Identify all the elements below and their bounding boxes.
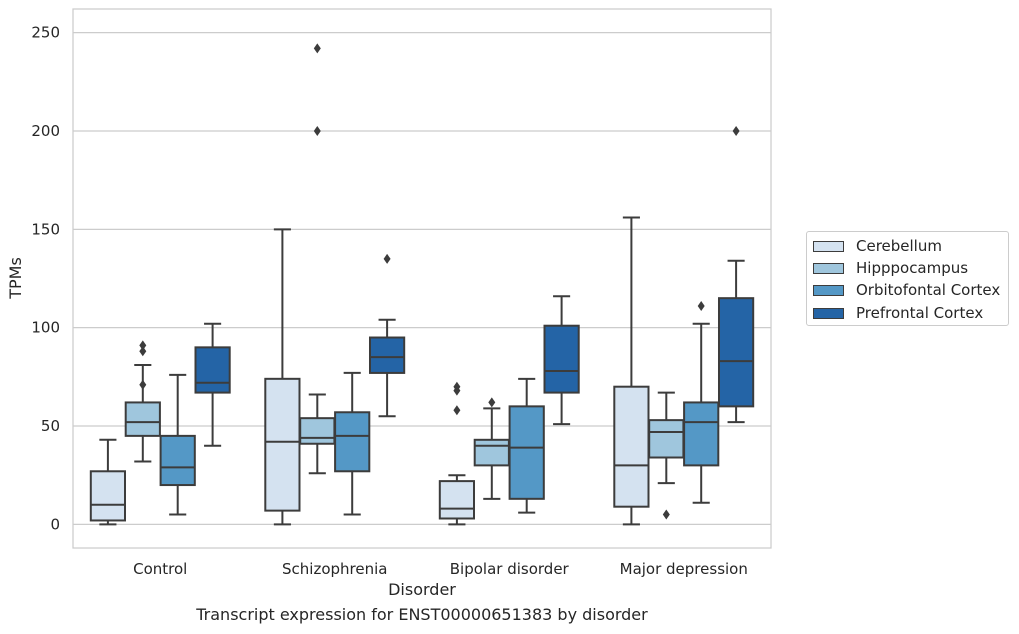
- outlier-0: [453, 405, 461, 416]
- legend-swatch-prefrontal: [813, 307, 844, 319]
- legend-item-cerebellum: Cerebellum: [813, 236, 942, 256]
- legend-swatch-orbitofrontal: [813, 284, 844, 296]
- outlier-2: [139, 340, 147, 351]
- outlier-1: [139, 346, 147, 357]
- iqr-box: [438, 480, 476, 520]
- legend: Cerebellum Hipppocampus Orbitofontal Cor…: [806, 231, 1009, 326]
- legend-item-orbitofrontal: Orbitofontal Cortex: [813, 280, 1000, 300]
- box-3-1: [648, 391, 685, 520]
- box-2-3: [543, 295, 580, 426]
- box-0-3: [194, 322, 231, 447]
- box-groups: [89, 43, 755, 526]
- iqr-box: [613, 385, 650, 508]
- y-tick-labels: 0 50 100 150 200 250: [31, 24, 60, 534]
- y-tick-150: 150: [31, 220, 60, 238]
- outlier-1: [313, 43, 321, 54]
- chart-caption: Transcript expression for ENST0000065138…: [196, 605, 648, 624]
- box-0-0: [89, 438, 127, 526]
- legend-swatch-cerebellum: [813, 240, 844, 252]
- y-tick-50: 50: [41, 417, 60, 435]
- iqr-box: [543, 324, 580, 394]
- y-gridlines: [73, 31, 771, 526]
- y-axis-label: TPMs: [6, 257, 25, 300]
- box-1-2: [334, 371, 371, 516]
- plot-frame: [72, 8, 772, 549]
- iqr-box: [264, 377, 301, 512]
- y-tick-250: 250: [31, 24, 60, 42]
- legend-label-orbitofrontal: Orbitofontal Cortex: [856, 281, 1001, 299]
- y-tick-0: 0: [50, 515, 60, 533]
- x-tick-3: Major depression: [620, 560, 748, 578]
- box-0-2: [159, 373, 196, 516]
- box-0-1: [124, 340, 161, 463]
- legend-item-prefrontal: Prefrontal Cortex: [813, 303, 983, 323]
- iqr-box: [648, 419, 685, 459]
- box-2-2: [508, 377, 545, 514]
- legend-label-prefrontal: Prefrontal Cortex: [856, 304, 984, 322]
- x-tick-labels: Control Schizophrenia Bipolar disorder Majo…: [133, 560, 748, 578]
- iqr-box: [124, 401, 161, 437]
- box-3-2: [683, 301, 720, 504]
- legend-label-cerebellum: Cerebellum: [856, 237, 942, 255]
- outlier-2: [453, 381, 461, 392]
- box-1-3: [368, 253, 406, 418]
- y-tick-200: 200: [31, 122, 60, 140]
- iqr-box: [194, 346, 231, 394]
- outlier-0: [488, 397, 496, 408]
- iqr-box: [683, 401, 720, 467]
- iqr-box: [159, 434, 196, 487]
- x-tick-1: Schizophrenia: [282, 560, 387, 578]
- box-2-1: [473, 397, 510, 500]
- box-3-3: [717, 125, 755, 424]
- box-2-0: [438, 381, 476, 526]
- iqr-box: [89, 470, 127, 522]
- x-tick-0: Control: [133, 560, 187, 578]
- iqr-box: [299, 417, 336, 445]
- iqr-box: [368, 336, 406, 374]
- box-1-1: [299, 43, 336, 475]
- legend-swatch-hippocampus: [813, 262, 844, 274]
- iqr-box: [473, 438, 510, 467]
- iqr-box: [334, 411, 371, 473]
- x-axis-label: Disorder: [388, 580, 456, 599]
- iqr-box: [717, 297, 755, 408]
- iqr-box: [508, 405, 545, 500]
- outlier-0: [732, 125, 740, 136]
- legend-item-hippocampus: Hipppocampus: [813, 258, 968, 278]
- legend-label-hippocampus: Hipppocampus: [856, 259, 969, 277]
- x-tick-2: Bipolar disorder: [450, 560, 570, 578]
- y-tick-100: 100: [31, 319, 60, 337]
- outlier-0: [139, 379, 147, 390]
- outlier-0: [697, 301, 705, 312]
- outlier-0: [383, 253, 391, 264]
- outlier-0: [313, 125, 321, 136]
- box-1-0: [264, 228, 301, 526]
- outlier-0: [662, 509, 670, 520]
